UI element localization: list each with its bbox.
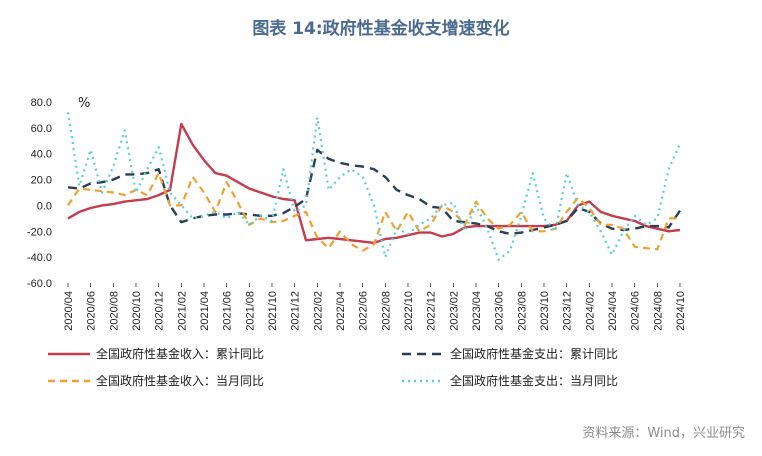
y-tick-label: -40.0 (27, 252, 52, 264)
y-tick-label: 80.0 (31, 97, 52, 109)
x-tick-label: 2021/04 (199, 291, 211, 331)
x-tick-label: 2023/10 (539, 291, 551, 331)
y-tick-label: -60.0 (27, 278, 52, 290)
series-line-0 (67, 122, 681, 245)
y-tick-label: 40.0 (31, 149, 52, 161)
legend-label: 全国政府性基金支出：累计同比 (450, 346, 618, 361)
x-tick-label: 2022/12 (426, 291, 438, 331)
series-line-1 (67, 148, 681, 236)
legend: 全国政府性基金收入：累计同比 全国政府性基金支出：累计同比全国政府性基金收入：当月… (48, 346, 618, 388)
x-tick-label: 2024/08 (652, 291, 664, 331)
x-tick-label: 2024/04 (607, 291, 619, 331)
y-tick-label: 20.0 (31, 175, 52, 187)
x-tick-label: 2020/08 (108, 291, 120, 331)
x-tick-label: 2023/12 (562, 291, 574, 331)
y-tick-label: 0.0 (37, 200, 52, 212)
y-tick-label: 60.0 (31, 123, 52, 135)
x-tick-label: 2022/08 (380, 291, 392, 331)
x-tick-label: 2020/06 (86, 291, 98, 331)
legend-label: 全国政府性基金收入：当月同比 (96, 373, 264, 388)
x-tick-label: 2021/02 (176, 291, 188, 331)
legend-label: 全国政府性基金支出：当月同比 (450, 373, 618, 388)
x-tick-label: 2024/10 (675, 291, 687, 331)
y-tick-label: -20.0 (27, 226, 52, 238)
y-axis: 80.0 60.0 40.0 20.0 0.0 -20.0 -40.0 -60.0% (27, 96, 90, 290)
series-line-2 (67, 172, 680, 252)
x-tick-label: 2020/04 (63, 291, 75, 331)
x-tick-label: 2023/06 (494, 291, 506, 331)
x-tick-label: 2022/10 (403, 291, 415, 331)
x-tick-label: 2021/10 (267, 291, 279, 331)
series-line-3 (66, 112, 682, 261)
x-tick-label: 2021/12 (290, 291, 302, 331)
x-tick-label: 2023/02 (448, 291, 460, 331)
x-tick-label: 2021/08 (244, 291, 256, 331)
x-tick-label: 2020/10 (131, 291, 143, 331)
x-axis: 2020/04 2020/06 2020/08 2020/10 2020/12 2021/… (63, 283, 687, 331)
source-note: 资料来源：Wind，兴业研究 (582, 426, 745, 441)
x-tick-label: 2021/06 (222, 291, 234, 331)
x-tick-label: 2023/04 (471, 291, 483, 331)
x-tick-label: 2022/04 (335, 291, 347, 331)
x-tick-label: 2022/06 (358, 291, 370, 331)
legend-label: 全国政府性基金收入：累计同比 (96, 346, 264, 361)
y-unit-label: % (78, 96, 90, 111)
plot-area (66, 112, 682, 261)
x-tick-label: 2024/06 (630, 291, 642, 331)
x-tick-label: 2022/02 (312, 291, 324, 331)
x-tick-label: 2023/08 (516, 291, 528, 331)
x-tick-label: 2024/02 (584, 291, 596, 331)
chart-title: 图表 14:政府性基金收支增速变化 (252, 19, 510, 39)
x-tick-label: 2020/12 (154, 291, 166, 331)
